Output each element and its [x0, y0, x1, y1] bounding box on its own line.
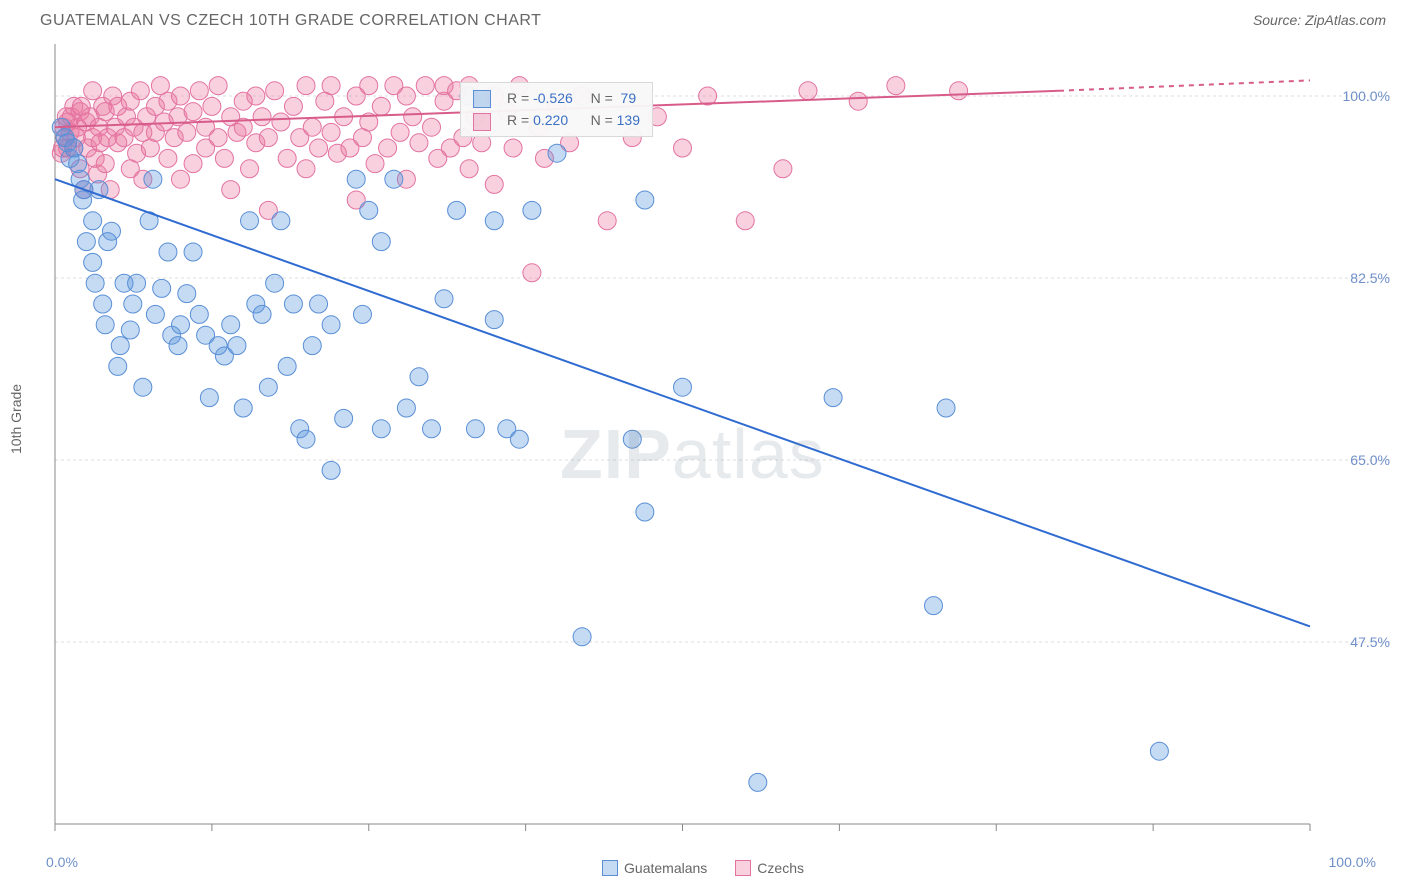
legend-row-b: R = 0.220 N = 139	[469, 110, 644, 130]
x-axis-start: 0.0%	[46, 854, 78, 870]
chart-source: Source: ZipAtlas.com	[1253, 12, 1386, 28]
n-value: 79	[621, 90, 637, 106]
x-axis-end: 100.0%	[1329, 854, 1376, 870]
n-label: N =	[591, 112, 617, 128]
n-label: N =	[591, 90, 617, 106]
chart-header: GUATEMALAN VS CZECH 10TH GRADE CORRELATI…	[0, 0, 1406, 34]
svg-text:82.5%: 82.5%	[1350, 270, 1390, 286]
svg-text:65.0%: 65.0%	[1350, 452, 1390, 468]
r-value: -0.526	[533, 90, 573, 106]
svg-text:100.0%: 100.0%	[1343, 88, 1390, 104]
legend-bottom: Guatemalans Czechs	[0, 860, 1406, 876]
n-value: 139	[617, 112, 640, 128]
legend-label: Czechs	[757, 860, 804, 876]
legend-row-a: R = -0.526 N = 79	[469, 88, 644, 108]
r-value: 0.220	[533, 112, 568, 128]
r-label: R =	[507, 112, 533, 128]
legend-label: Guatemalans	[624, 860, 707, 876]
swatch-a	[602, 860, 618, 876]
legend-item-a: Guatemalans	[602, 860, 707, 876]
r-label: R =	[507, 90, 533, 106]
chart-container: 10th Grade 100.0%82.5%65.0%47.5% ZIPatla…	[0, 34, 1406, 884]
scatter-chart: 100.0% 82.5% 65.0% 47.5%	[0, 34, 1406, 884]
legend-item-b: Czechs	[735, 860, 804, 876]
swatch-b	[735, 860, 751, 876]
svg-text:47.5%: 47.5%	[1350, 634, 1390, 650]
chart-title: GUATEMALAN VS CZECH 10TH GRADE CORRELATI…	[40, 12, 541, 30]
correlation-legend: R = -0.526 N = 79 R = 0.220 N = 139	[460, 82, 653, 137]
